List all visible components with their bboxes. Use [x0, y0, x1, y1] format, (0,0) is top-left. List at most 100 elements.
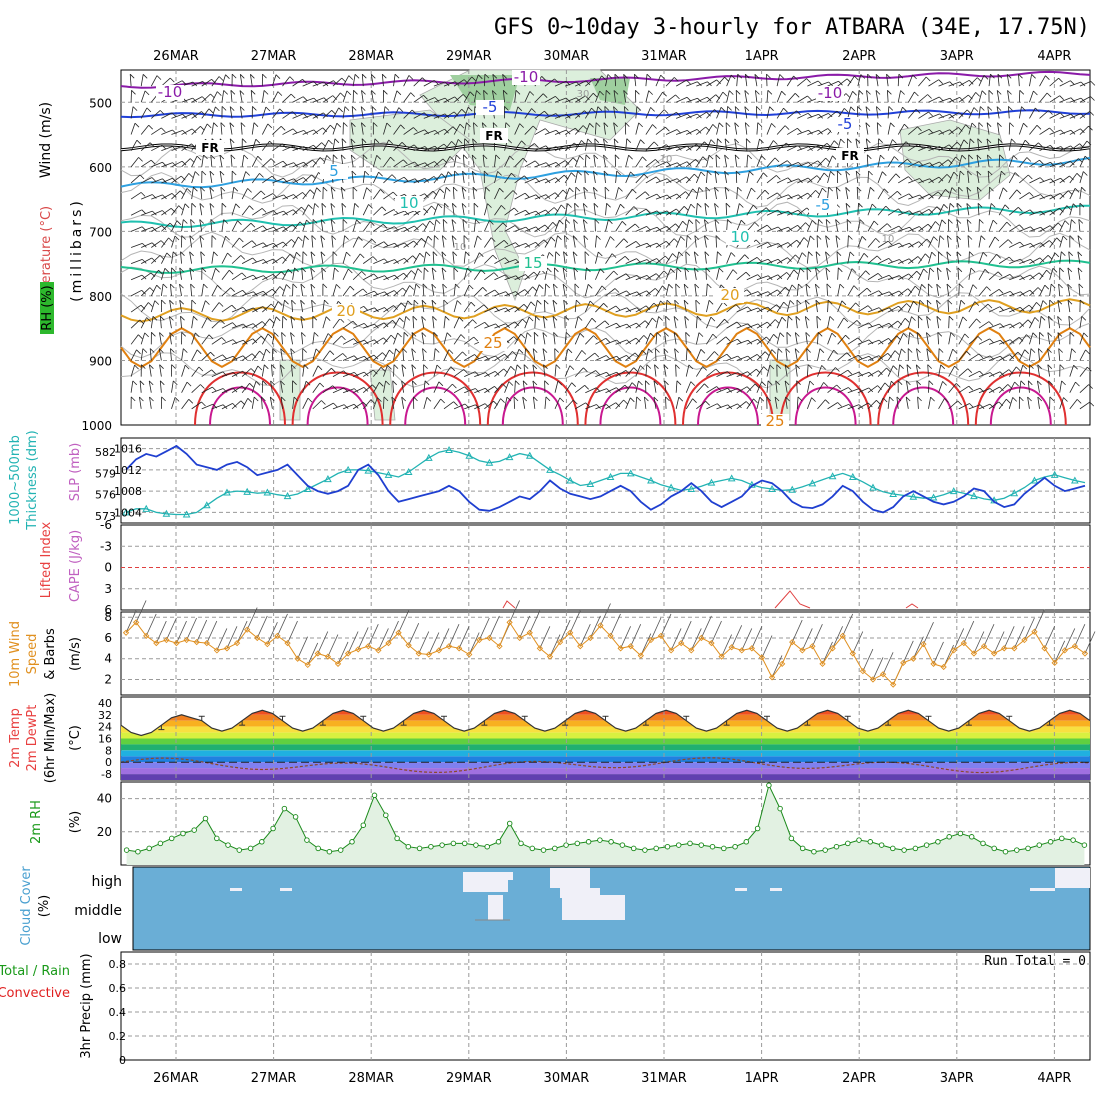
wind-barb-flag: [926, 238, 932, 244]
wind-barb: [988, 271, 999, 281]
wind-barb-flag: [342, 219, 348, 224]
wind-barb: [532, 380, 536, 393]
wind-barb-flag: [1038, 142, 1043, 148]
wind-barb: [130, 364, 135, 377]
wind-barb-flag: [338, 107, 343, 113]
wind-barb-flag: [988, 90, 994, 95]
wind10-barb: [801, 628, 813, 651]
wind-barb: [484, 371, 496, 377]
wind-barb-flag: [245, 171, 250, 176]
wind-barb: [786, 239, 797, 248]
thickness-point: [364, 466, 373, 474]
wind-barb-flag: [645, 208, 651, 214]
wind-barb-flag: [414, 225, 419, 231]
wind-barb: [585, 404, 597, 410]
wind-barb-flag: [459, 123, 465, 129]
wind-barb: [706, 333, 714, 345]
wind-barb: [887, 225, 900, 232]
wind-barb: [290, 348, 293, 361]
thickness-point: [869, 483, 877, 491]
wind-barb: [272, 256, 283, 264]
wind10-barb: [458, 626, 470, 649]
wind-barb: [201, 283, 204, 296]
wind-barb: [130, 334, 139, 345]
wind-barb: [675, 206, 685, 216]
wind-barb-flag: [615, 305, 621, 311]
wind-barb-flag: [1023, 122, 1028, 128]
wind-barb-flag: [533, 396, 538, 402]
rh2m-point: [946, 834, 952, 840]
wind-barb-flag: [433, 176, 439, 181]
wind-barb-flag: [818, 129, 823, 135]
wind-barb-flag: [382, 73, 387, 79]
wind-barb: [141, 177, 153, 184]
wind-barb-flag: [461, 203, 467, 208]
wind-barb-flag: [454, 170, 459, 176]
wind-barb-flag: [221, 202, 227, 208]
rh2m-point: [698, 842, 705, 848]
wind-barb-flag: [584, 385, 589, 390]
wind-barb-flag: [740, 219, 746, 225]
wind-barb-flag: [687, 130, 692, 135]
wind-barb-flag: [1070, 130, 1076, 135]
wind-barb-flag: [969, 251, 974, 256]
wind-barb: [544, 207, 555, 216]
wind-barb: [1009, 275, 1021, 281]
wind-barb-flag: [966, 219, 972, 224]
date-label-bottom: 2APR: [842, 1071, 876, 1086]
wind-barb-flag: [525, 243, 531, 248]
wind-barb: [724, 171, 728, 184]
wind-barb: [837, 108, 845, 119]
wind-barb-flag: [876, 106, 881, 111]
wind-barb-flag: [623, 238, 629, 243]
wind-barb-flag: [386, 122, 392, 128]
wind-barb: [383, 290, 395, 297]
isotherm-label-bg: [836, 148, 864, 163]
wind-barb: [250, 90, 253, 103]
wind10-point: [1051, 659, 1058, 666]
wind-barb: [331, 235, 334, 248]
wind-barb-flag: [615, 402, 621, 407]
wind-barb: [130, 123, 136, 135]
wind-barb: [645, 107, 651, 119]
wind-barb-flag: [846, 219, 852, 224]
wind-barb-flag: [707, 81, 712, 87]
wind-barb-flag: [648, 90, 653, 95]
rh2m-point: [157, 840, 164, 847]
wind-barb: [383, 274, 395, 281]
wind-barb: [817, 81, 829, 87]
wind-barb: [220, 122, 223, 135]
wind-barb-flag: [614, 288, 620, 293]
wind-barb-flag: [676, 178, 682, 183]
wind-barb: [252, 275, 264, 281]
wind10-point: [718, 653, 725, 660]
thickness-point: [667, 483, 675, 491]
wind-barb: [1008, 206, 1019, 216]
wind-barb: [695, 203, 698, 216]
wind-barb: [907, 285, 916, 297]
wind-barb: [302, 144, 314, 152]
wind-barb-flag: [763, 172, 768, 178]
wind-barb-flag: [380, 367, 386, 372]
wind-barb: [1019, 174, 1029, 184]
wind-barb-flag: [1068, 315, 1074, 321]
wind-barb-flag: [776, 175, 781, 180]
wind-barb: [292, 177, 304, 184]
thickness-tick-label: 579: [95, 467, 116, 480]
wind-barb: [161, 193, 173, 200]
wind-barb: [1067, 267, 1071, 280]
wind-barb: [282, 269, 289, 280]
wind-barb-flag: [965, 124, 970, 129]
wind-barb: [484, 237, 492, 248]
wind-barb-flag: [1039, 332, 1044, 337]
wind-barb-flag: [451, 141, 456, 146]
wind-barb: [938, 381, 943, 393]
wind-barb-flag: [956, 219, 962, 224]
wind10-point: [930, 660, 937, 668]
wind-barb: [706, 79, 717, 87]
wind-barb: [635, 275, 648, 281]
wind-barb: [584, 138, 589, 151]
wind-barb: [191, 366, 200, 377]
wind-barb-flag: [487, 203, 492, 208]
wind-barb-flag: [997, 73, 1003, 79]
